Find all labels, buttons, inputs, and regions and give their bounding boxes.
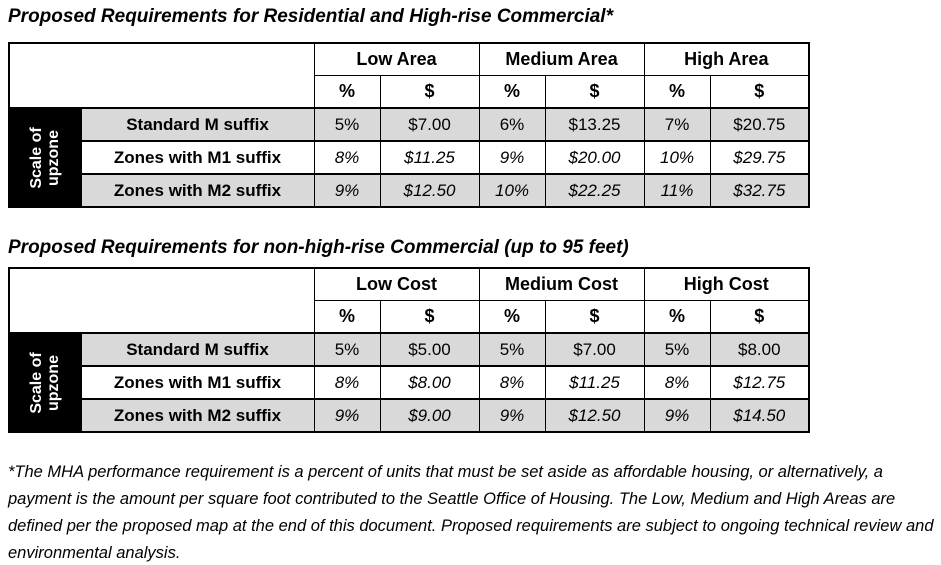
group-header-row: Low Area Medium Area High Area bbox=[8, 42, 810, 109]
value-cell: $8.00 bbox=[379, 365, 480, 400]
table-row-standard-m: Scale of upzone Standard M suffix 5% $7.… bbox=[8, 107, 810, 208]
row-label: Zones with M1 suffix bbox=[80, 140, 315, 175]
value-cell: 9% bbox=[478, 398, 546, 433]
scale-of-upzone-label: Scale of upzone bbox=[28, 126, 63, 189]
table-title-residential-highrise: Proposed Requirements for Residential an… bbox=[8, 6, 613, 27]
subheader-row: % $ % $ % $ bbox=[9, 75, 810, 109]
value-cell: $7.00 bbox=[379, 107, 480, 142]
subheader-usd: $ bbox=[379, 75, 480, 109]
row-label: Zones with M2 suffix bbox=[80, 173, 315, 208]
table-row-m1: Zones with M1 suffix 8% $11.25 9% $20.00… bbox=[9, 140, 810, 175]
subheader-usd: $ bbox=[379, 300, 480, 334]
value-cell: 8% bbox=[643, 365, 711, 400]
subheader-pct: % bbox=[643, 300, 711, 334]
subheader-pct: % bbox=[478, 75, 546, 109]
value-cell: $14.50 bbox=[709, 398, 810, 433]
column-group-medium-cost: Medium Cost bbox=[478, 267, 645, 301]
value-cell: $13.25 bbox=[544, 107, 645, 142]
value-cell: $20.00 bbox=[544, 140, 645, 175]
table-row-m2: Zones with M2 suffix 9% $9.00 9% $12.50 … bbox=[9, 398, 810, 433]
value-cell: $11.25 bbox=[544, 365, 645, 400]
scale-of-upzone-side-cell: Scale of upzone bbox=[8, 107, 82, 208]
value-cell: 8% bbox=[313, 365, 381, 400]
value-cell: $32.75 bbox=[709, 173, 810, 208]
value-cell: 5% bbox=[478, 332, 546, 367]
subheader-pct: % bbox=[313, 300, 381, 334]
row-label: Standard M suffix bbox=[80, 332, 315, 367]
subheader-usd: $ bbox=[544, 300, 645, 334]
corner-cell bbox=[8, 267, 315, 334]
value-cell: 9% bbox=[478, 140, 546, 175]
row-label: Standard M suffix bbox=[80, 107, 315, 142]
value-cell: 9% bbox=[313, 398, 381, 433]
table-row-m1: Zones with M1 suffix 8% $8.00 8% $11.25 … bbox=[9, 365, 810, 400]
subheader-pct: % bbox=[313, 75, 381, 109]
subheader-pct: % bbox=[478, 300, 546, 334]
footnote-text: *The MHA performance requirement is a pe… bbox=[8, 463, 934, 562]
column-group-medium-area: Medium Area bbox=[478, 42, 645, 76]
subheader-usd: $ bbox=[544, 75, 645, 109]
value-cell: $29.75 bbox=[709, 140, 810, 175]
value-cell: $12.50 bbox=[544, 398, 645, 433]
value-cell: 6% bbox=[478, 107, 546, 142]
value-cell: $12.75 bbox=[709, 365, 810, 400]
value-cell: 8% bbox=[313, 140, 381, 175]
value-cell: 10% bbox=[643, 140, 711, 175]
value-cell: $11.25 bbox=[379, 140, 480, 175]
value-cell: $9.00 bbox=[379, 398, 480, 433]
subheader-pct: % bbox=[643, 75, 711, 109]
value-cell: $20.75 bbox=[709, 107, 810, 142]
value-cell: 11% bbox=[643, 173, 711, 208]
column-group-low-area: Low Area bbox=[313, 42, 480, 76]
value-cell: 9% bbox=[313, 173, 381, 208]
scale-of-upzone-label: Scale of upzone bbox=[28, 351, 63, 414]
column-group-high-cost: High Cost bbox=[643, 267, 810, 301]
value-cell: $5.00 bbox=[379, 332, 480, 367]
value-cell: $8.00 bbox=[709, 332, 810, 367]
value-cell: 5% bbox=[313, 107, 381, 142]
value-cell: 5% bbox=[643, 332, 711, 367]
row-label: Zones with M1 suffix bbox=[80, 365, 315, 400]
column-group-low-cost: Low Cost bbox=[313, 267, 480, 301]
value-cell: 5% bbox=[313, 332, 381, 367]
subheader-usd: $ bbox=[709, 300, 810, 334]
row-label: Zones with M2 suffix bbox=[80, 398, 315, 433]
value-cell: $22.25 bbox=[544, 173, 645, 208]
scale-of-upzone-side-cell: Scale of upzone bbox=[8, 332, 82, 433]
table-row-standard-m: Scale of upzone Standard M suffix 5% $5.… bbox=[8, 332, 810, 433]
table-residential-highrise: Low Area Medium Area High Area % $ % $ %… bbox=[8, 42, 811, 208]
table-title-nonhighrise-commercial: Proposed Requirements for non-high-rise … bbox=[8, 237, 629, 258]
group-header-row: Low Cost Medium Cost High Cost bbox=[8, 267, 810, 334]
table-row-m2: Zones with M2 suffix 9% $12.50 10% $22.2… bbox=[9, 173, 810, 208]
value-cell: 10% bbox=[478, 173, 546, 208]
value-cell: 8% bbox=[478, 365, 546, 400]
table-nonhighrise-commercial: Low Cost Medium Cost High Cost % $ % $ %… bbox=[8, 267, 811, 433]
value-cell: 9% bbox=[643, 398, 711, 433]
subheader-usd: $ bbox=[709, 75, 810, 109]
value-cell: $7.00 bbox=[544, 332, 645, 367]
value-cell: $12.50 bbox=[379, 173, 480, 208]
value-cell: 7% bbox=[643, 107, 711, 142]
corner-cell bbox=[8, 42, 315, 109]
column-group-high-area: High Area bbox=[643, 42, 810, 76]
